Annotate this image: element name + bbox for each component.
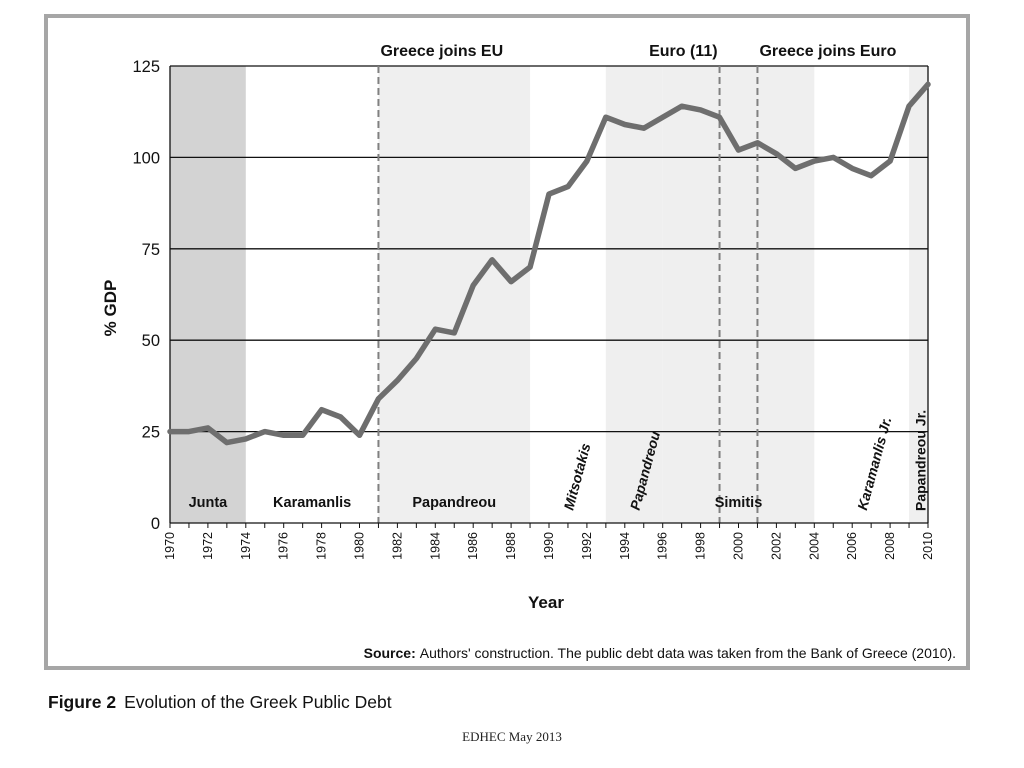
x-tick-label: 2006 [845,532,859,560]
event-label: Greece joins EU [380,43,503,60]
figure-number: Figure 2 [48,692,117,712]
x-tick-label: 1976 [277,532,291,560]
chart-frame: Junta Karamanlis Papandreou Mitsotakis Papan… [44,14,970,670]
series [167,81,931,446]
period-label: Karamanlis [273,495,351,511]
period-label: Simitis [715,495,763,511]
source-note: Source: Authors' construction. The public… [364,645,956,661]
period-band [605,66,663,523]
x-tick-label: 1978 [315,532,329,560]
x-tick-label: 1990 [542,532,556,560]
period-label: Papandreou Jr. [913,410,929,511]
y-tick-label: 75 [142,241,160,259]
period-label: Mitsotakis [560,441,593,511]
x-tick-label: 2000 [732,532,746,560]
x-tick-label: 2004 [807,532,821,560]
event-label: Greece joins Euro [759,43,896,60]
y-tick-label: 25 [142,424,160,442]
figure-title: Evolution of the Greek Public Debt [124,692,392,712]
page-footer: EDHEC May 2013 [462,729,562,744]
event-label: Euro (11) [649,43,717,60]
debt-series-line [167,81,931,446]
y-tick-label: 0 [151,515,160,533]
y-axis-title: % GDP [101,280,120,337]
period-label: Papandreou [412,495,496,511]
x-tick-label: 1974 [239,532,253,560]
x-tick-label: 1982 [390,532,404,560]
x-tick-label: 1980 [353,532,367,560]
period-label: Junta [189,495,229,511]
labels: Junta Karamanlis Papandreou Mitsotakis Papan… [132,43,935,560]
x-tick-label: 2010 [921,532,935,560]
period-band [909,66,928,523]
x-tick-label: 1972 [201,532,215,560]
period-band [170,66,246,523]
x-tick-label: 1986 [466,532,480,560]
x-tick-label: 1984 [428,532,442,560]
x-tick-label: 2002 [769,532,783,560]
source-label: Source: [364,645,416,661]
event-lines [377,66,759,523]
period-bands [170,66,928,523]
x-tick-label: 2008 [883,532,897,560]
x-tick-label: 1992 [580,532,594,560]
period-band [378,66,531,523]
x-tick-label: 1996 [656,532,670,560]
y-tick-label: 125 [132,58,160,76]
period-label: Karamanlis Jr. [854,415,894,512]
x-tick-label: 1998 [694,532,708,560]
source-text: Authors' construction. The public debt d… [420,645,956,661]
y-tick-label: 100 [132,149,160,167]
gridlines [170,65,928,433]
x-tick-label: 1988 [504,532,518,560]
x-tick-label: 1970 [163,532,177,560]
y-tick-label: 50 [142,332,160,350]
period-band [662,66,815,523]
debt-chart: Junta Karamanlis Papandreou Mitsotakis Papan… [101,43,956,661]
figure-caption: Figure 2 Evolution of the Greek Public De… [48,692,392,713]
x-tick-label: 1994 [618,532,632,560]
axes [169,66,929,528]
x-axis-title: Year [528,593,564,612]
